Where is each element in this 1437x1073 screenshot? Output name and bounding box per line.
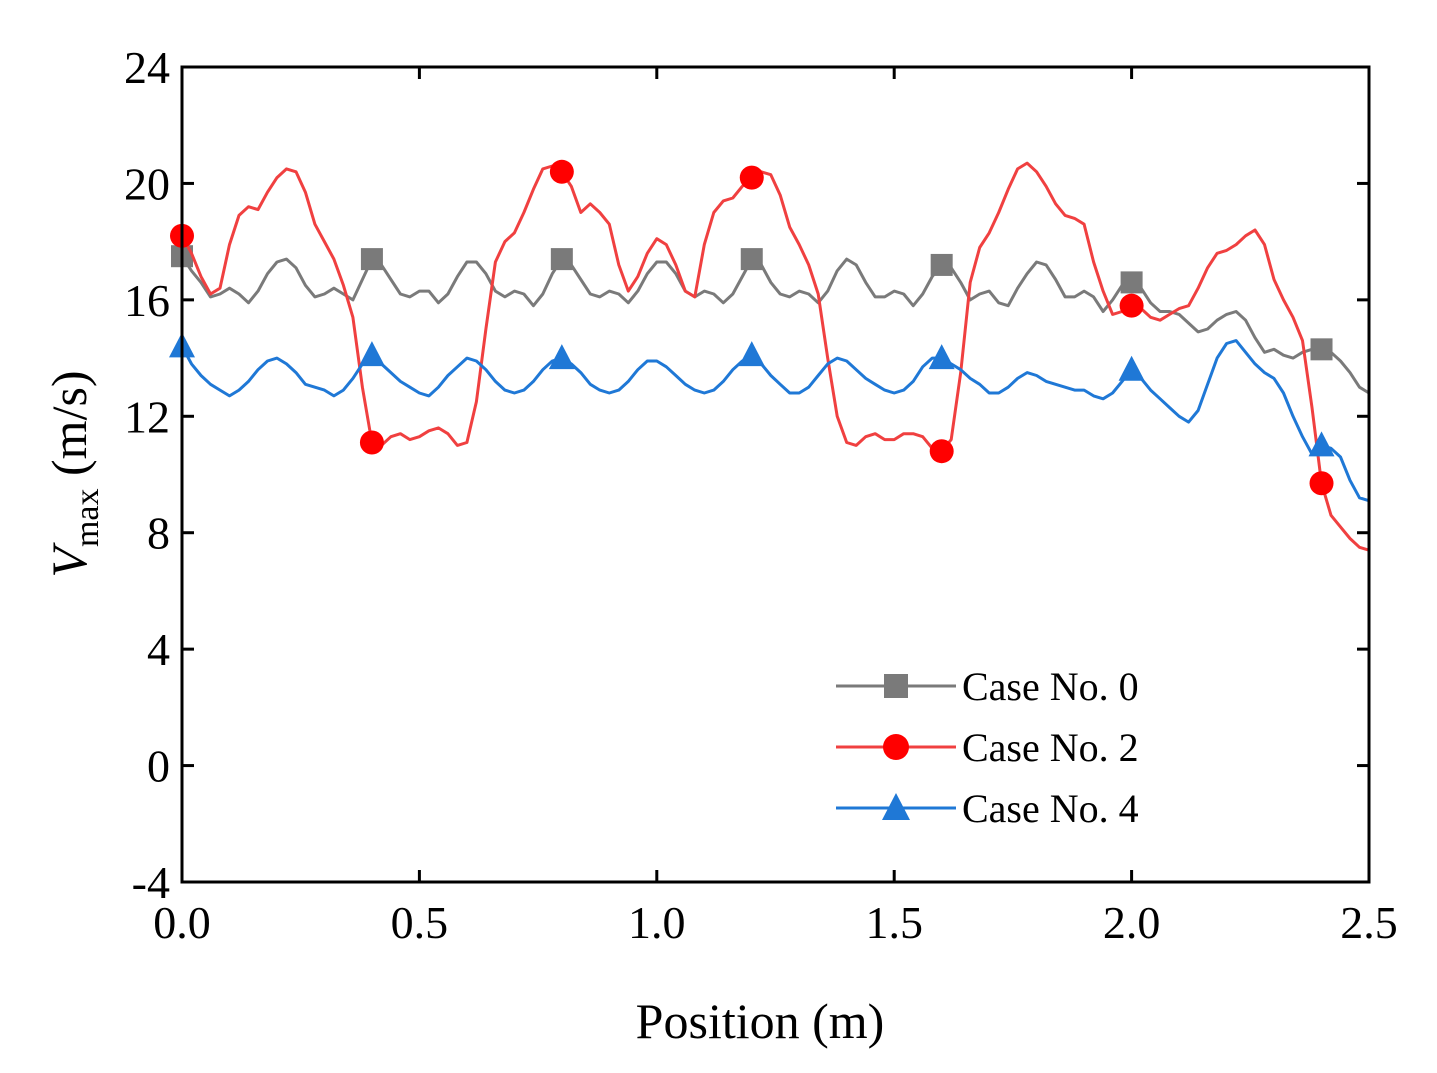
legend-marker-square <box>884 674 908 698</box>
y-tick-label: 0 <box>147 741 170 792</box>
x-tick-label: 1.5 <box>865 897 923 948</box>
data-point-circle <box>739 165 764 190</box>
legend-marker-circle <box>883 734 909 760</box>
legend-label-case-0: Case No. 0 <box>962 664 1139 709</box>
x-tick-label: 0.5 <box>391 897 449 948</box>
x-tick-label: 2.5 <box>1340 897 1398 948</box>
data-point-triangle <box>358 341 385 367</box>
data-point-square <box>1310 338 1333 361</box>
legend-item-case-4: Case No. 4 <box>836 786 1139 831</box>
data-point-circle <box>549 159 574 184</box>
data-point-square <box>360 248 383 271</box>
data-point-square <box>930 253 953 276</box>
plot-frame <box>180 65 1371 884</box>
y-tick-label: 4 <box>147 624 170 675</box>
x-tick-label: 0.0 <box>153 897 211 948</box>
legend: Case No. 0 Case No. 2 Case No. 4 <box>836 664 1139 831</box>
data-point-circle <box>1309 471 1334 496</box>
data-point-circle <box>359 430 384 455</box>
legend-item-case-2: Case No. 2 <box>836 725 1139 770</box>
y-axis-title-unit: (m/s) <box>41 370 97 488</box>
data-point-triangle <box>738 341 765 367</box>
data-point-square <box>740 248 763 271</box>
series-layer <box>169 159 1370 552</box>
y-tick-label: 8 <box>147 508 170 559</box>
ticks-layer: 0.0 0.5 1.0 1.5 2.0 2.5 -4 0 4 8 12 16 20 24 <box>124 42 1398 948</box>
data-point-triangle <box>548 344 575 370</box>
x-tick-label: 2.0 <box>1103 897 1161 948</box>
y-tick-label: 12 <box>124 391 170 442</box>
legend-label-case-2: Case No. 2 <box>962 725 1139 770</box>
y-tick-label: 20 <box>124 158 170 209</box>
y-tick-label: 16 <box>124 275 170 326</box>
y-axis-title-subscript: max <box>69 488 106 547</box>
y-axis-title-main: V <box>41 542 97 578</box>
legend-marker-triangle <box>882 793 910 820</box>
data-point-circle <box>929 439 954 464</box>
data-point-triangle <box>1118 355 1145 381</box>
data-point-square <box>550 248 573 271</box>
data-point-circle <box>1119 293 1144 318</box>
series-line-case-no-2 <box>180 161 1370 552</box>
legend-label-case-4: Case No. 4 <box>962 786 1139 831</box>
data-point-triangle <box>1308 431 1335 457</box>
data-point-triangle <box>928 344 955 370</box>
x-tick-label: 1.0 <box>628 897 686 948</box>
data-point-square <box>1120 271 1143 294</box>
legend-item-case-0: Case No. 0 <box>836 664 1139 709</box>
x-axis-title: Position (m) <box>636 993 885 1049</box>
y-tick-label: 24 <box>124 42 170 93</box>
y-tick-label: -4 <box>132 857 170 908</box>
y-axis-title: Vmax (m/s) <box>41 370 106 577</box>
